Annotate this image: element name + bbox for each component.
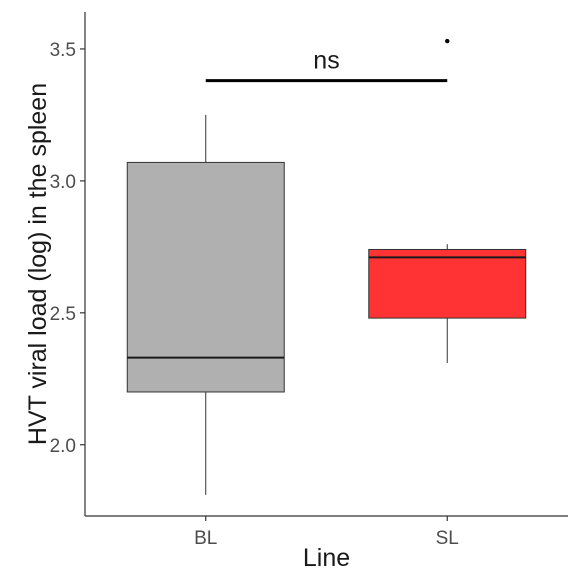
box-body xyxy=(126,161,285,393)
y-ticks: 2.0 2.5 3.0 3.5 xyxy=(50,40,85,457)
y-axis-title: HVT viral load (log) in the spleen xyxy=(24,83,52,445)
y-tick-label: 3.5 xyxy=(50,40,76,61)
significance-label: ns xyxy=(313,47,339,75)
x-axis-title: Line xyxy=(303,544,350,572)
box-body xyxy=(368,248,527,319)
outlier-point xyxy=(445,38,450,44)
box-plots xyxy=(126,38,527,495)
y-tick-label: 3.0 xyxy=(50,172,76,193)
x-tick-label: SL xyxy=(436,528,459,549)
axes: 2.0 2.5 3.0 3.5 BL SL xyxy=(50,12,568,549)
box-bl xyxy=(126,114,285,495)
significance-annotation: ns xyxy=(205,47,448,83)
x-ticks: BL SL xyxy=(194,516,459,549)
y-tick-label: 2.5 xyxy=(50,304,76,325)
x-tick-label: BL xyxy=(194,528,217,549)
y-tick-label: 2.0 xyxy=(50,436,76,457)
box-sl xyxy=(368,38,527,363)
